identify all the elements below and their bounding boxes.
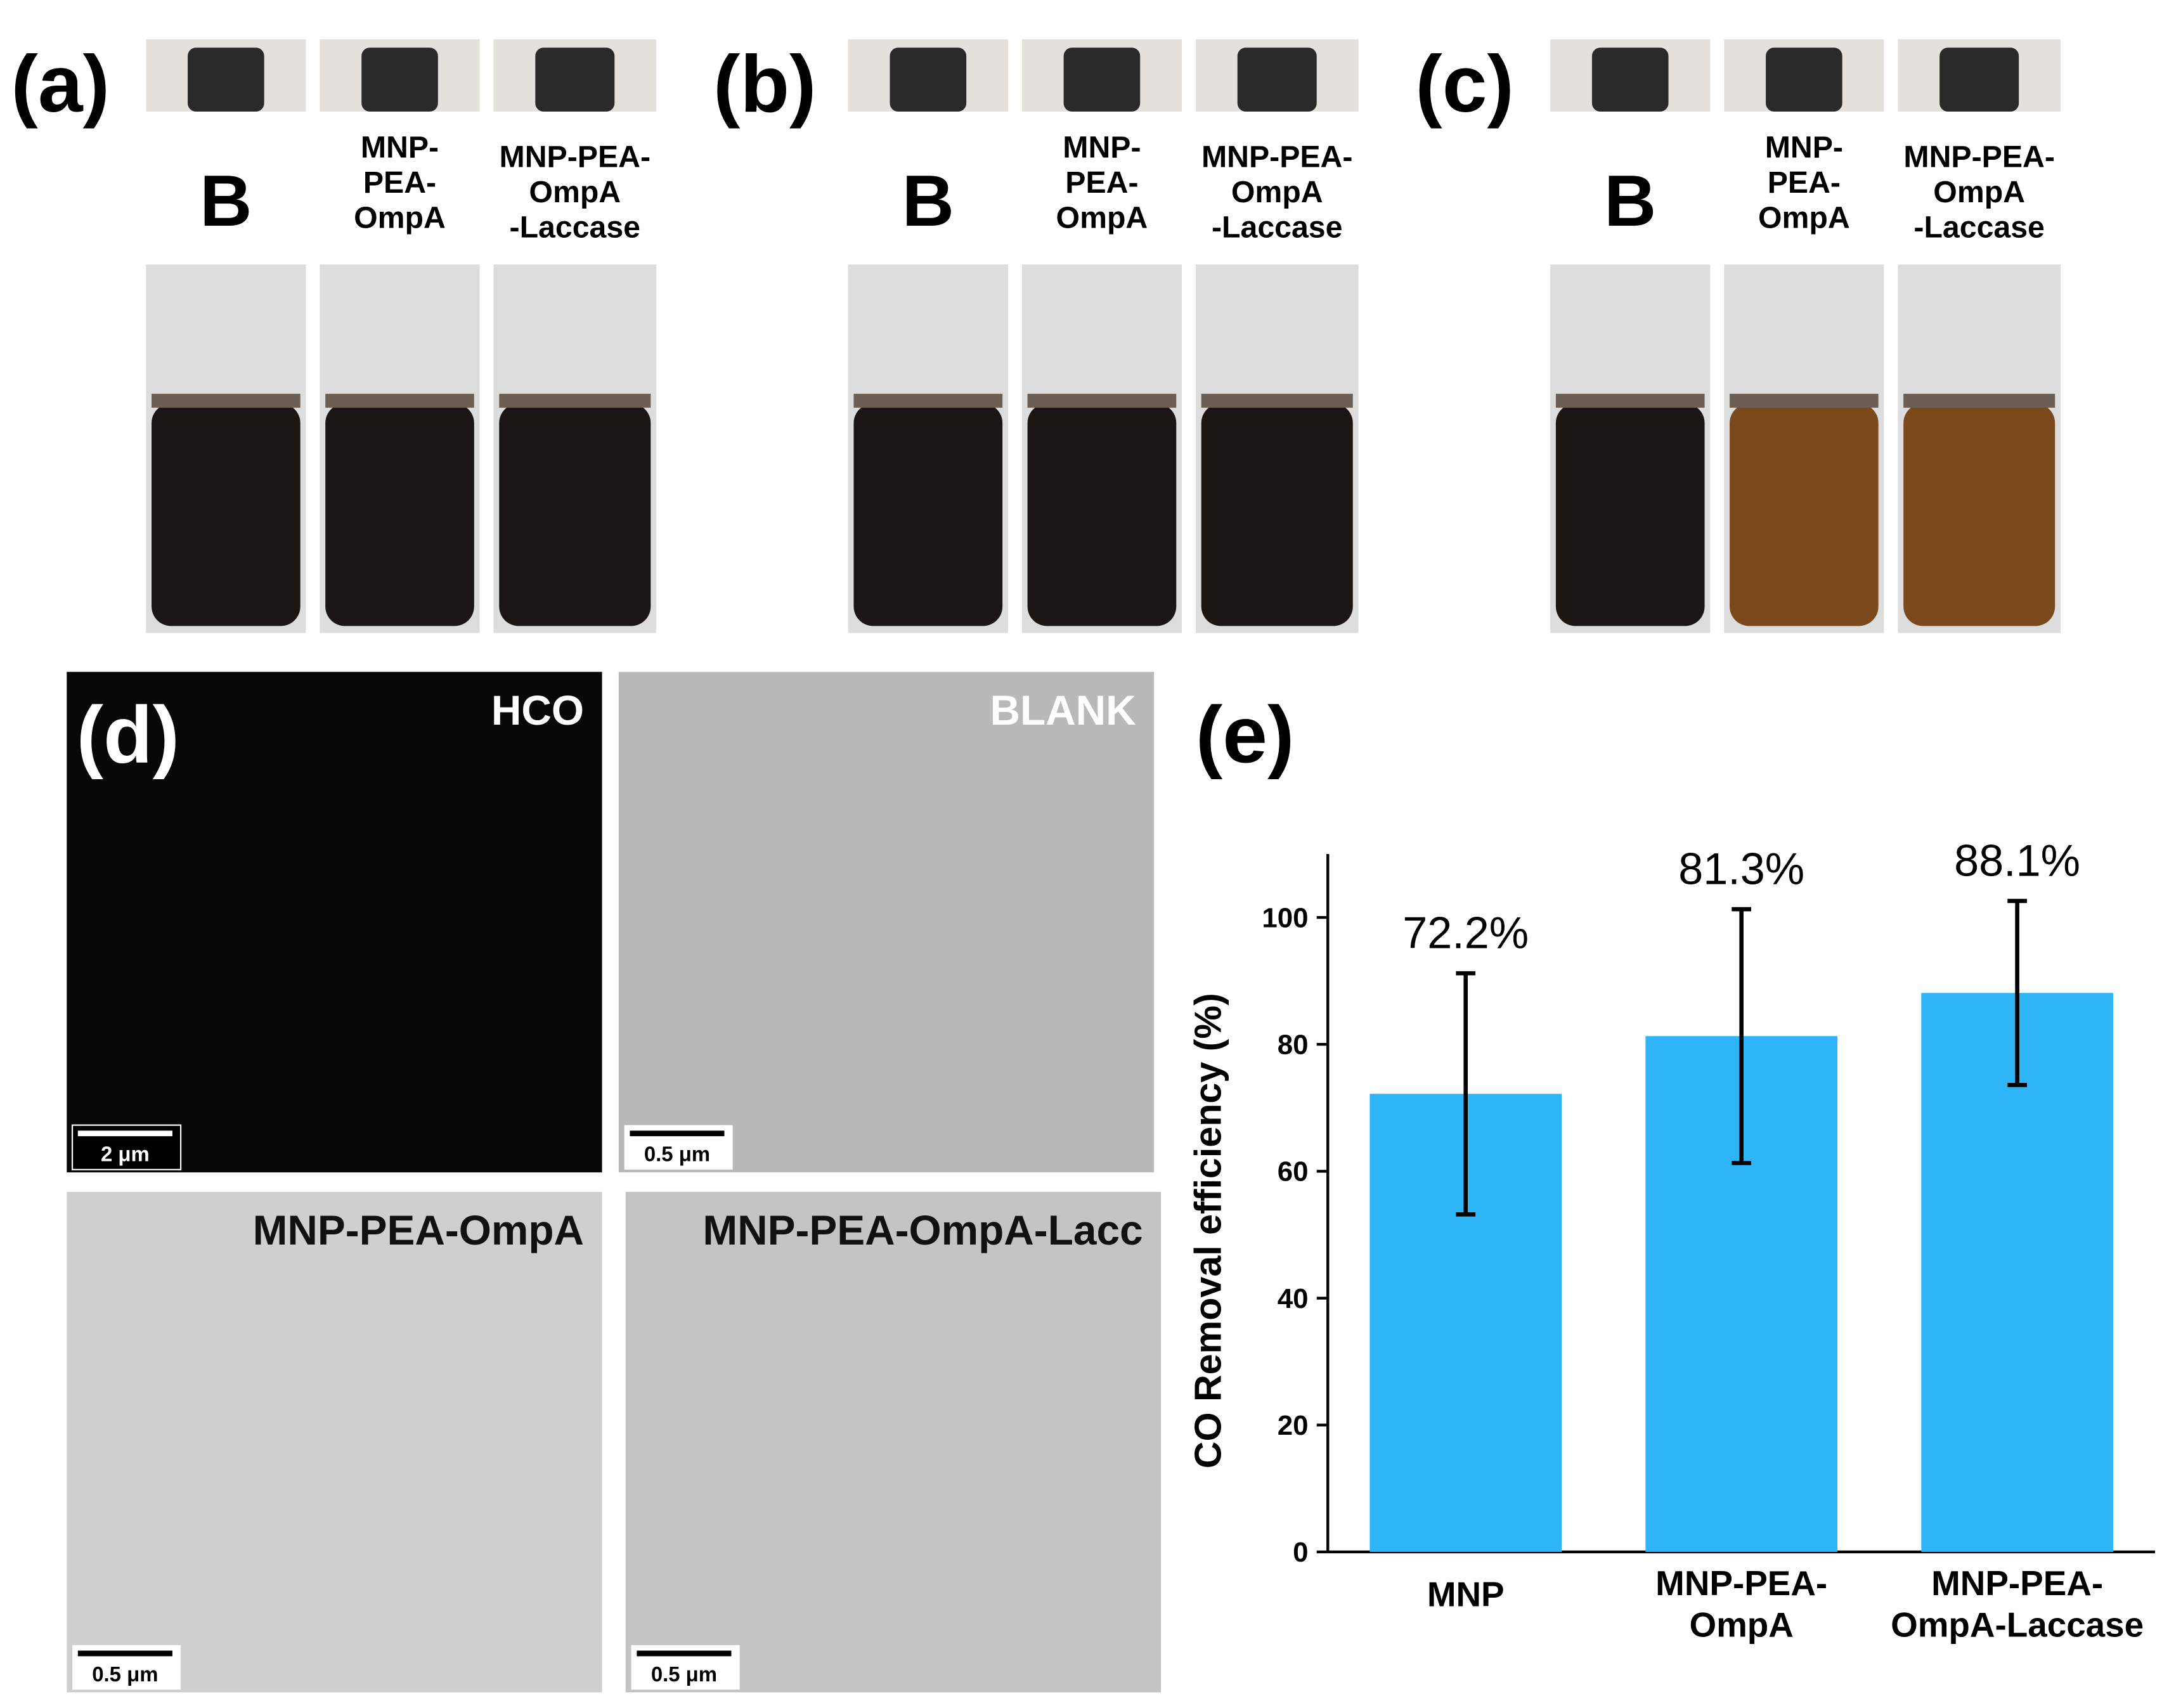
vial-liquid [1201,403,1353,626]
micrograph-title: BLANK [990,687,1136,734]
x-tick-label: MNP [1427,1574,1505,1614]
micrograph-title: HCO [491,687,584,734]
panel-label: (d) [77,689,179,779]
value-label: 72.2% [1402,908,1529,958]
vial-liquid [152,403,301,626]
vial-liquid [1903,403,2056,626]
cap [1766,48,1842,112]
vial-liquid [1555,403,1705,626]
foam [1730,394,1879,408]
foam [152,394,301,408]
y-axis-label: CO Removal efficiency (%) [1186,993,1229,1468]
vial-label: B [902,161,954,242]
vial-liquid [853,403,1003,626]
micrograph [67,671,602,1173]
foam [1201,394,1353,408]
y-tick-label: 100 [1262,902,1308,933]
foam [1903,394,2056,408]
micrograph [67,1191,602,1693]
foam [499,394,651,408]
y-tick-label: 40 [1278,1283,1309,1314]
y-tick-label: 0 [1293,1537,1308,1568]
foam [853,394,1003,408]
micrograph-title: MNP-PEA-OmpA [253,1207,584,1253]
vial-label: MNP-PEA-OmpA [354,130,446,235]
vial-label: MNP-PEA-OmpA -Laccase [1201,140,1353,245]
vial-liquid [499,403,651,626]
foam [1555,394,1705,408]
y-tick-label: 60 [1278,1156,1309,1187]
micrograph [625,1191,1162,1693]
x-tick-label: MNP-PEA-OmpA [1655,1563,1827,1645]
x-tick-label: MNP-PEA-OmpA-Laccase [1891,1563,2144,1645]
cap [1063,48,1141,112]
vial-liquid [1027,403,1177,626]
vial-liquid [325,403,474,626]
vial-label: MNP-PEA-OmpA -Laccase [1903,140,2055,245]
cap [188,48,264,112]
cap [890,48,967,112]
panel-label: (a) [11,39,110,129]
y-tick-label: 20 [1278,1410,1309,1441]
cap [1237,48,1317,112]
value-label: 88.1% [1954,836,2080,886]
vial-label: B [200,161,252,242]
panel-label: (e) [1196,689,1294,779]
cap [535,48,615,112]
vial-label: MNP-PEA-OmpA -Laccase [500,140,651,245]
vial-label: B [1604,161,1656,242]
value-label: 81.3% [1678,844,1804,894]
cap [1591,48,1669,112]
scale-label: 0.5 μm [92,1662,158,1686]
scale-label: 0.5 μm [651,1662,717,1686]
scale-label: 0.5 μm [644,1142,710,1166]
scale-label: 2 μm [101,1142,150,1166]
vial-label: MNP-PEA-OmpA [1056,130,1148,235]
y-tick-label: 80 [1278,1030,1309,1061]
cap [1939,48,2019,112]
micrograph-title: MNP-PEA-OmpA-Lacc [702,1207,1143,1253]
panel-label: (b) [713,39,816,129]
cap [361,48,438,112]
vial-liquid [1730,403,1879,626]
foam [1027,394,1177,408]
panel-label: (c) [1415,39,1513,129]
micrograph [618,671,1155,1173]
foam [325,394,474,408]
vial-label: MNP-PEA-OmpA [1758,130,1850,235]
